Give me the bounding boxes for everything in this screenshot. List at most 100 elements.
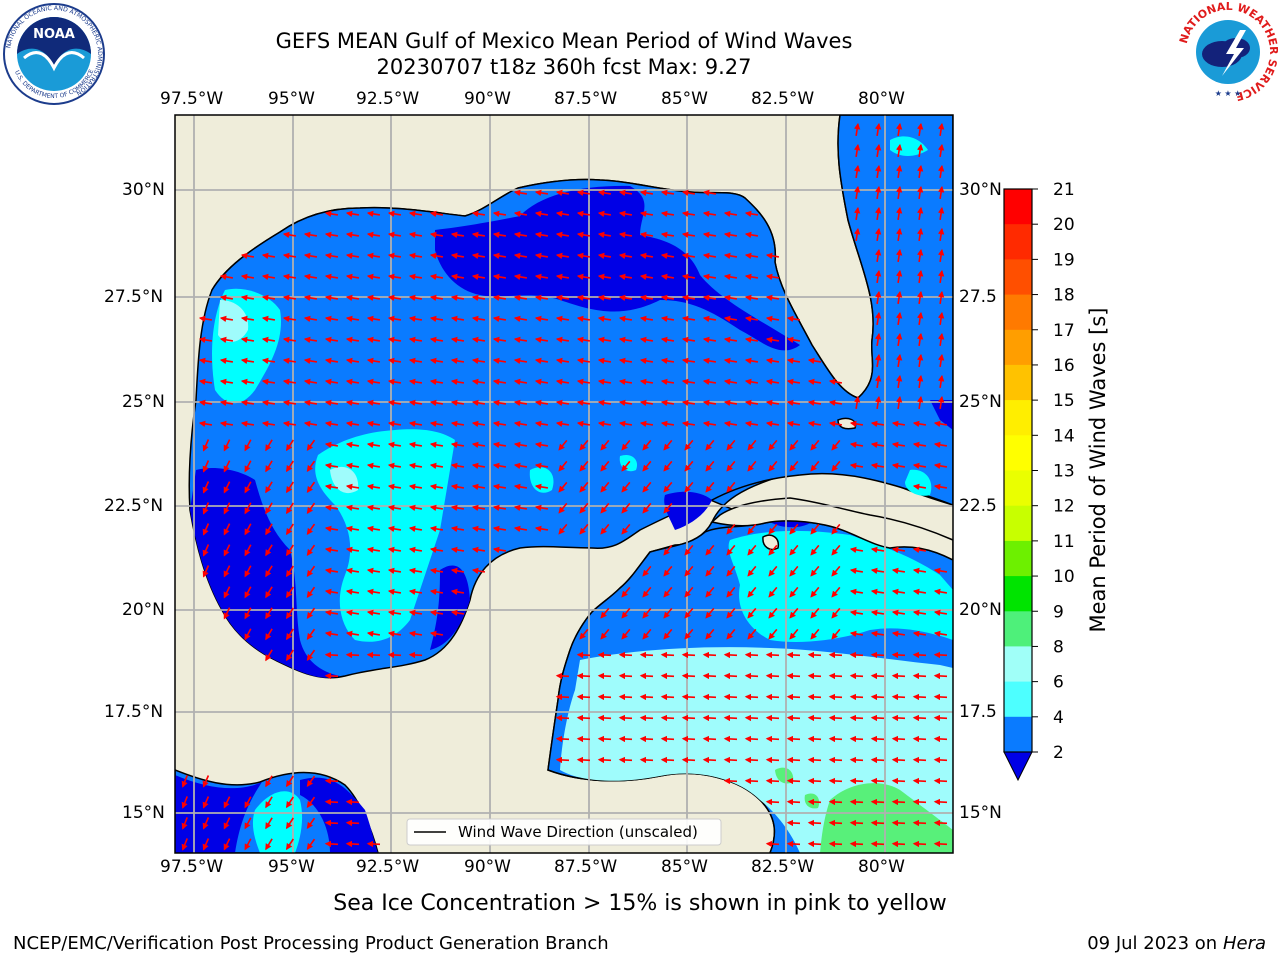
wind-wave-arrow xyxy=(600,523,610,535)
wind-wave-arrow xyxy=(345,252,360,260)
wind-wave-arrow xyxy=(555,420,570,428)
wind-wave-arrow xyxy=(387,231,402,239)
wind-wave-arrow xyxy=(765,840,780,848)
wind-wave-arrow xyxy=(723,336,738,344)
wind-wave-arrow xyxy=(576,693,591,701)
wind-wave-arrow xyxy=(789,544,799,556)
wind-wave-arrow xyxy=(600,502,610,514)
wind-wave-arrow xyxy=(618,231,633,239)
wind-wave-arrow xyxy=(387,651,402,659)
lon-label: 80°W xyxy=(858,857,905,877)
wind-wave-arrow xyxy=(265,586,273,599)
wind-wave-arrow xyxy=(366,273,381,281)
wind-wave-arrow xyxy=(282,252,297,260)
wind-wave-arrow xyxy=(219,378,234,386)
wind-wave-arrow xyxy=(597,399,612,407)
wind-wave-arrow xyxy=(870,441,885,449)
wind-wave-arrow xyxy=(282,420,297,428)
wind-wave-arrow xyxy=(916,395,924,410)
lon-label: 92.5°W xyxy=(356,857,420,877)
wind-wave-arrow xyxy=(912,798,927,806)
wind-wave-arrow xyxy=(663,502,673,514)
wind-wave-arrow xyxy=(681,756,696,764)
wind-wave-arrow xyxy=(534,357,549,365)
wind-wave-arrow xyxy=(870,756,885,764)
wind-wave-arrow xyxy=(576,672,591,680)
lon-label: 97.5°W xyxy=(160,857,224,877)
wind-wave-arrow xyxy=(244,439,252,452)
wind-wave-arrow xyxy=(642,628,652,640)
wind-wave-arrow xyxy=(408,651,423,659)
wind-wave-arrow xyxy=(345,210,360,218)
wind-wave-arrow xyxy=(219,357,234,365)
wind-wave-arrow xyxy=(681,336,696,344)
wind-wave-arrow xyxy=(534,420,549,428)
map-legend: Wind Wave Direction (unscaled) xyxy=(406,818,722,846)
wind-wave-arrow xyxy=(621,439,631,451)
wind-wave-arrow xyxy=(223,838,231,851)
wind-wave-arrow xyxy=(450,231,465,239)
wind-wave-arrow xyxy=(849,693,864,701)
wind-wave-arrow xyxy=(240,357,255,365)
wind-wave-arrow xyxy=(429,504,444,512)
wind-wave-arrow xyxy=(513,189,528,197)
wind-wave-arrow xyxy=(597,756,612,764)
wind-wave-arrow xyxy=(387,504,402,512)
wind-wave-arrow xyxy=(576,756,591,764)
date-label: 09 Jul 2023 on xyxy=(1087,933,1223,954)
wind-wave-arrow xyxy=(303,294,318,302)
wind-wave-arrow xyxy=(366,609,381,617)
wind-wave-arrow xyxy=(345,399,360,407)
wind-wave-arrow xyxy=(387,357,402,365)
wind-wave-arrow xyxy=(789,628,799,640)
wind-wave-arrow xyxy=(202,817,210,830)
wind-wave-arrow xyxy=(789,607,799,619)
wind-wave-arrow xyxy=(597,693,612,701)
wind-wave-arrow xyxy=(471,504,486,512)
wind-wave-arrow xyxy=(807,798,822,806)
wind-wave-arrow xyxy=(660,420,675,428)
wind-wave-arrow xyxy=(705,565,715,577)
wind-wave-arrow xyxy=(828,756,843,764)
wind-wave-arrow xyxy=(933,420,948,428)
wind-wave-arrow xyxy=(853,122,861,137)
wind-wave-arrow xyxy=(786,357,801,365)
wind-wave-arrow xyxy=(366,525,381,533)
wind-wave-arrow xyxy=(282,357,297,365)
wind-wave-arrow xyxy=(786,777,801,785)
wind-wave-arrow xyxy=(345,588,360,596)
wind-wave-arrow xyxy=(895,227,903,242)
wind-wave-arrow xyxy=(639,693,654,701)
wind-wave-arrow xyxy=(642,439,652,451)
wind-wave-arrow xyxy=(597,273,612,281)
wind-wave-arrow xyxy=(345,504,360,512)
wind-wave-arrow xyxy=(471,399,486,407)
wind-wave-arrow xyxy=(912,672,927,680)
wind-wave-arrow xyxy=(744,273,759,281)
wind-wave-arrow xyxy=(306,523,316,535)
wind-wave-arrow xyxy=(429,336,444,344)
wind-wave-arrow xyxy=(831,439,841,451)
wind-wave-arrow xyxy=(597,672,612,680)
wind-wave-arrow xyxy=(744,399,759,407)
wind-wave-arrow xyxy=(618,273,633,281)
wind-wave-arrow xyxy=(513,210,528,218)
wind-wave-arrow xyxy=(849,735,864,743)
wind-wave-arrow xyxy=(702,315,717,323)
wind-wave-arrow xyxy=(912,756,927,764)
wind-wave-arrow xyxy=(660,294,675,302)
wind-wave-arrow xyxy=(891,420,906,428)
wind-wave-arrow xyxy=(765,777,780,785)
lon-label: 90°W xyxy=(464,857,511,877)
wind-wave-arrow xyxy=(810,439,820,451)
wind-wave-arrow xyxy=(450,420,465,428)
wind-wave-arrow xyxy=(807,840,822,848)
wind-wave-arrow xyxy=(933,609,948,617)
lon-label: 80°W xyxy=(858,89,905,109)
wind-wave-arrow xyxy=(223,565,231,578)
wind-wave-arrow xyxy=(324,378,339,386)
wind-wave-arrow xyxy=(916,143,924,158)
wind-wave-arrow xyxy=(513,273,528,281)
wind-wave-arrow xyxy=(663,544,673,556)
wind-wave-arrow xyxy=(285,481,294,494)
